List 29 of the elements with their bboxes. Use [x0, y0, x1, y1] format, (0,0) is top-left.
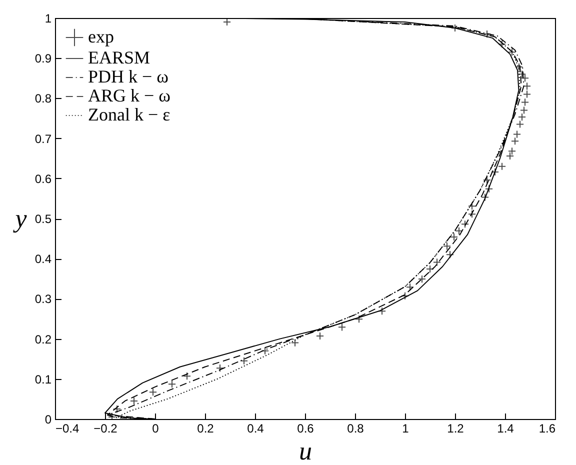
x-tick-label: −0.4 [56, 422, 80, 436]
x-tick-label: 0.4 [247, 422, 264, 436]
x-tick-label: 1.2 [447, 422, 464, 436]
x-tick-label: 0.8 [347, 422, 364, 436]
x-axis-title: u [299, 436, 312, 465]
x-tick-label: 1.6 [538, 422, 556, 436]
y-tick-label: 0.8 [34, 92, 52, 106]
x-tick-label: 1 [402, 422, 410, 436]
y-tick-label: 0.5 [34, 212, 52, 226]
y-axis-title: y [12, 204, 28, 233]
x-tick-label: 0.2 [197, 422, 214, 436]
y-tick-label: 0.3 [34, 292, 52, 306]
y-tick-label: 0.2 [34, 332, 52, 346]
legend-label: EARSM [88, 48, 150, 68]
x-tick-label: 0 [152, 422, 160, 436]
x-tick-label: 1.4 [497, 422, 514, 436]
y-tick-label: 0.6 [34, 172, 52, 186]
y-tick-label: 0.7 [34, 132, 52, 146]
y-tick-label: 0.1 [34, 372, 52, 386]
y-tick-label: 0.9 [34, 52, 52, 66]
legend-label: Zonal k − ε [88, 104, 171, 124]
y-tick-label: 1 [44, 12, 52, 26]
y-tick-label: 0 [44, 412, 52, 426]
x-tick-label: 0.6 [297, 422, 314, 436]
y-tick-label: 0.4 [34, 252, 52, 266]
legend-label: PDH k − ω [88, 66, 169, 86]
x-tick-label: −0.2 [94, 422, 118, 436]
legend-label: ARG k − ω [88, 86, 171, 106]
legend-label: exp [88, 26, 114, 46]
